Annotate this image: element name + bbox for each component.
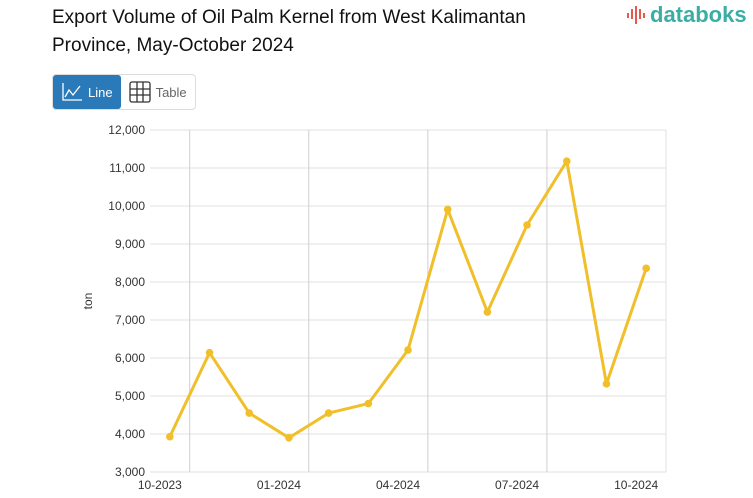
data-point-03-2024 xyxy=(364,399,373,408)
x-tick-label: 04-2024 xyxy=(376,478,420,492)
y-tick-label: 3,000 xyxy=(115,465,145,479)
x-tick-label: 10-2024 xyxy=(614,478,658,492)
y-tick-label: 9,000 xyxy=(115,237,145,251)
data-point-08-2024 xyxy=(562,157,571,165)
data-point-07-2024 xyxy=(523,221,531,229)
data-point-04-2024 xyxy=(404,346,412,354)
line-label: Line xyxy=(88,84,113,100)
y-tick-label: 6,000 xyxy=(115,351,145,365)
data-point-09-2024 xyxy=(602,380,611,388)
table-icon xyxy=(128,81,151,103)
y-tick-label: 4,000 xyxy=(115,427,145,441)
x-tick-label: 07-2024 xyxy=(495,478,539,492)
data-point-05-2024 xyxy=(443,205,452,214)
line-chart-icon xyxy=(62,83,82,101)
y-tick-label: 8,000 xyxy=(115,275,145,289)
table-view-button[interactable]: Table xyxy=(121,75,195,109)
y-tick-label: 7,000 xyxy=(115,313,145,327)
y-tick-label: 12,000 xyxy=(108,123,145,137)
data-point-06-2024 xyxy=(483,308,492,316)
y-tick-label: 5,000 xyxy=(115,389,145,403)
view-toggle: Line Table xyxy=(52,74,196,110)
data-point-11-2023 xyxy=(205,348,214,357)
data-point-12-2023 xyxy=(245,409,254,417)
y-axis-label: ton xyxy=(81,293,95,310)
chart-title: Export Volume of Oil Palm Kernel from We… xyxy=(52,7,526,56)
logo-icon xyxy=(627,6,645,24)
x-tick-label: 10-2023 xyxy=(138,478,182,492)
line-view-button[interactable]: Line xyxy=(53,75,121,109)
logo-text: databoks xyxy=(650,2,747,27)
y-tick-label: 10,000 xyxy=(108,199,145,213)
databoks-logo: databoks xyxy=(626,2,747,28)
data-point-01-2024 xyxy=(285,434,293,442)
table-label: Table xyxy=(155,84,187,100)
data-point-10-2023 xyxy=(166,432,174,441)
data-point-02-2024 xyxy=(324,409,333,417)
x-tick-label: 01-2024 xyxy=(257,478,301,492)
data-point-10-2024 xyxy=(642,264,650,273)
y-tick-label: 11,000 xyxy=(109,161,145,175)
